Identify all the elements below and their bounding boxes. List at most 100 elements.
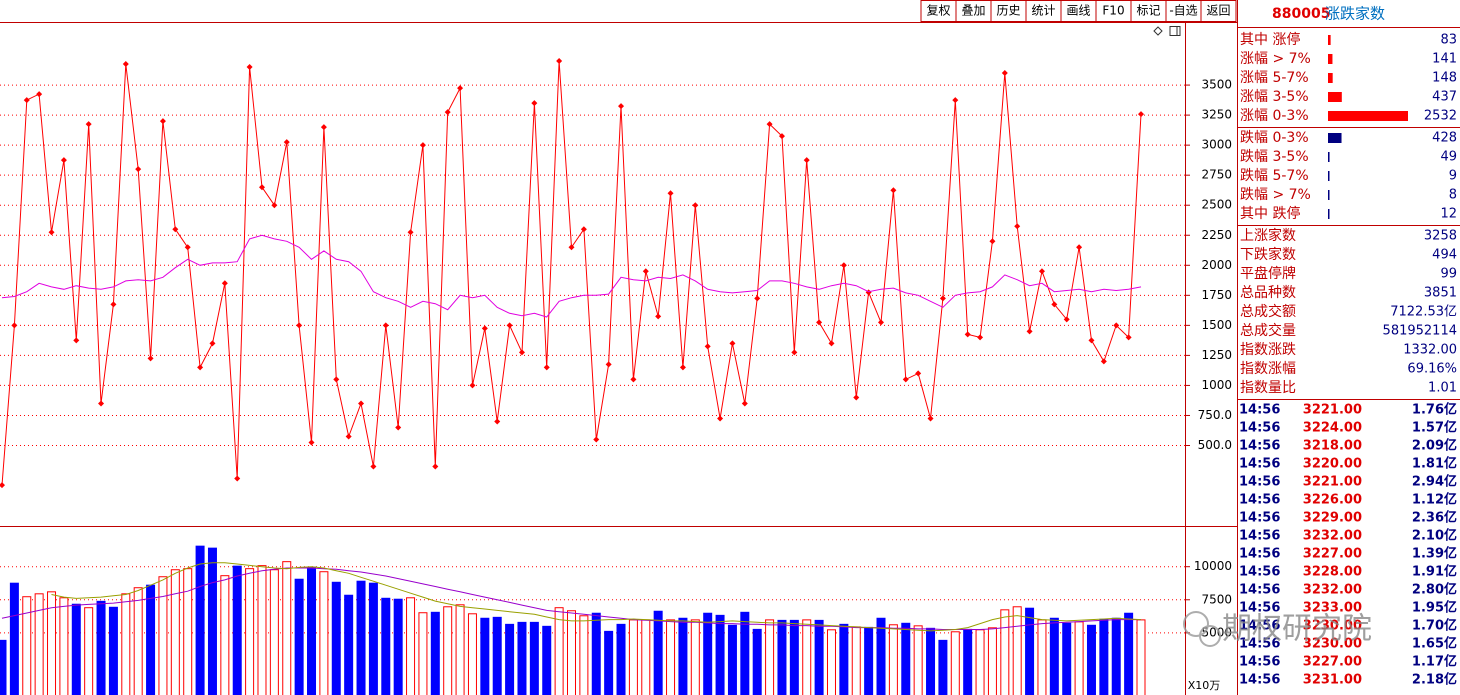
volume-bar <box>34 593 44 695</box>
volume-bar <box>1062 622 1072 695</box>
toolbar-label[interactable]: 返回 <box>1206 4 1230 18</box>
point-marker <box>11 322 18 329</box>
volume-bar <box>207 547 217 695</box>
point-marker <box>147 355 154 362</box>
point-marker <box>803 157 810 164</box>
trade-price: 3233.00 <box>1303 601 1362 616</box>
point-marker <box>283 139 290 146</box>
y-tick-label: 1750 <box>1201 288 1232 302</box>
toolbar-label[interactable]: 历史 <box>996 4 1020 18</box>
trade-time: 14:56 <box>1239 475 1280 490</box>
trade-amount: 2.36亿 <box>1412 510 1457 526</box>
y-tick-label: 3000 <box>1201 138 1232 152</box>
point-marker <box>531 100 538 107</box>
volume-bar <box>406 597 416 695</box>
volume-bar <box>331 581 341 695</box>
point-marker <box>605 361 612 368</box>
y-tick-label: 10000 <box>1194 559 1232 573</box>
row-label: 跌幅 > 7% <box>1240 187 1311 203</box>
toolbar-label[interactable]: F10 <box>1102 4 1124 18</box>
volume-bar <box>802 619 812 695</box>
row-label: 跌幅 0-3% <box>1240 130 1309 146</box>
volume-bar <box>1124 612 1134 695</box>
volume-bar <box>183 568 193 695</box>
point-marker <box>122 61 129 68</box>
point-marker <box>184 244 191 251</box>
distribution-bar <box>1328 92 1342 102</box>
stat-value: 1.01 <box>1428 381 1457 396</box>
toolbar-label[interactable]: 画线 <box>1066 4 1090 18</box>
toolbar-label[interactable]: 复权 <box>926 4 950 18</box>
point-marker <box>320 124 327 131</box>
volume-bar <box>269 569 279 695</box>
trade-amount: 2.80亿 <box>1412 582 1457 598</box>
volume-bar <box>294 578 304 695</box>
unit-label: X10万 <box>1188 679 1221 692</box>
y-tick-label: 3500 <box>1201 78 1232 92</box>
point-marker <box>407 229 414 236</box>
row-label: 其中 跌停 <box>1240 205 1300 222</box>
volume-bar <box>505 623 515 695</box>
stat-label: 下跌家数 <box>1240 246 1296 263</box>
toolbar-label[interactable]: 叠加 <box>961 4 985 18</box>
volume-bar <box>876 617 886 695</box>
row-label: 涨幅 3-5% <box>1240 89 1309 105</box>
point-marker <box>1088 337 1095 344</box>
point-marker <box>36 91 43 98</box>
volume-bar <box>579 615 589 695</box>
volume-bar <box>554 607 564 695</box>
panel-code: 880005 <box>1272 6 1330 22</box>
y-tick-label: 1000 <box>1201 378 1232 392</box>
trade-price: 3230.00 <box>1303 619 1362 634</box>
trade-price: 3230.00 <box>1303 637 1362 652</box>
point-marker <box>902 376 909 383</box>
volume-bar <box>851 626 861 695</box>
point-marker <box>469 382 476 389</box>
distribution-bar <box>1328 35 1331 45</box>
volume-bar <box>727 624 737 695</box>
trade-amount: 1.91亿 <box>1412 564 1457 580</box>
trade-price: 3227.00 <box>1303 547 1362 562</box>
trade-time: 14:56 <box>1239 511 1280 526</box>
volume-bar <box>591 612 601 695</box>
toolbar-label[interactable]: -自选 <box>1169 4 1197 18</box>
trade-amount: 2.18亿 <box>1412 672 1457 688</box>
stat-label: 指数量比 <box>1240 380 1296 396</box>
volume-bar <box>220 575 230 695</box>
volume-bar <box>1012 606 1022 695</box>
toolbar-button[interactable] <box>1200 0 1237 22</box>
y-tick-label: 2000 <box>1201 258 1232 272</box>
trade-time: 14:56 <box>1239 601 1280 616</box>
point-marker <box>506 322 513 329</box>
toolbar-label[interactable]: 标记 <box>1136 4 1160 18</box>
y-tick-label: 5000 <box>1201 625 1232 639</box>
y-tick-label: 7500 <box>1201 592 1232 606</box>
point-marker <box>159 118 166 125</box>
volume-bar <box>926 627 936 695</box>
volume-bar <box>740 611 750 695</box>
trade-price: 3221.00 <box>1303 403 1362 418</box>
trade-amount: 1.39亿 <box>1412 546 1457 562</box>
distribution-bar <box>1328 111 1408 121</box>
volume-bar <box>108 606 118 695</box>
point-marker <box>444 109 451 116</box>
volume-bar <box>814 619 824 695</box>
volume-bar <box>344 594 354 695</box>
point-marker <box>481 325 488 332</box>
point-marker <box>754 295 761 302</box>
y-tick-label: 2750 <box>1201 168 1232 182</box>
trade-amount: 1.12亿 <box>1412 492 1457 508</box>
volume-bar <box>715 614 725 695</box>
volume-bar <box>765 619 775 695</box>
point-marker <box>828 340 835 347</box>
distribution-bar <box>1328 54 1333 64</box>
volume-bar <box>987 627 997 695</box>
point-marker <box>1100 358 1107 365</box>
volume-bar <box>22 596 32 695</box>
watermark-icon <box>1183 611 1221 647</box>
point-marker <box>890 187 897 194</box>
toolbar-label[interactable]: 统计 <box>1031 4 1055 18</box>
point-marker <box>878 319 885 326</box>
point-marker <box>840 262 847 269</box>
trade-price: 3226.00 <box>1303 493 1362 508</box>
